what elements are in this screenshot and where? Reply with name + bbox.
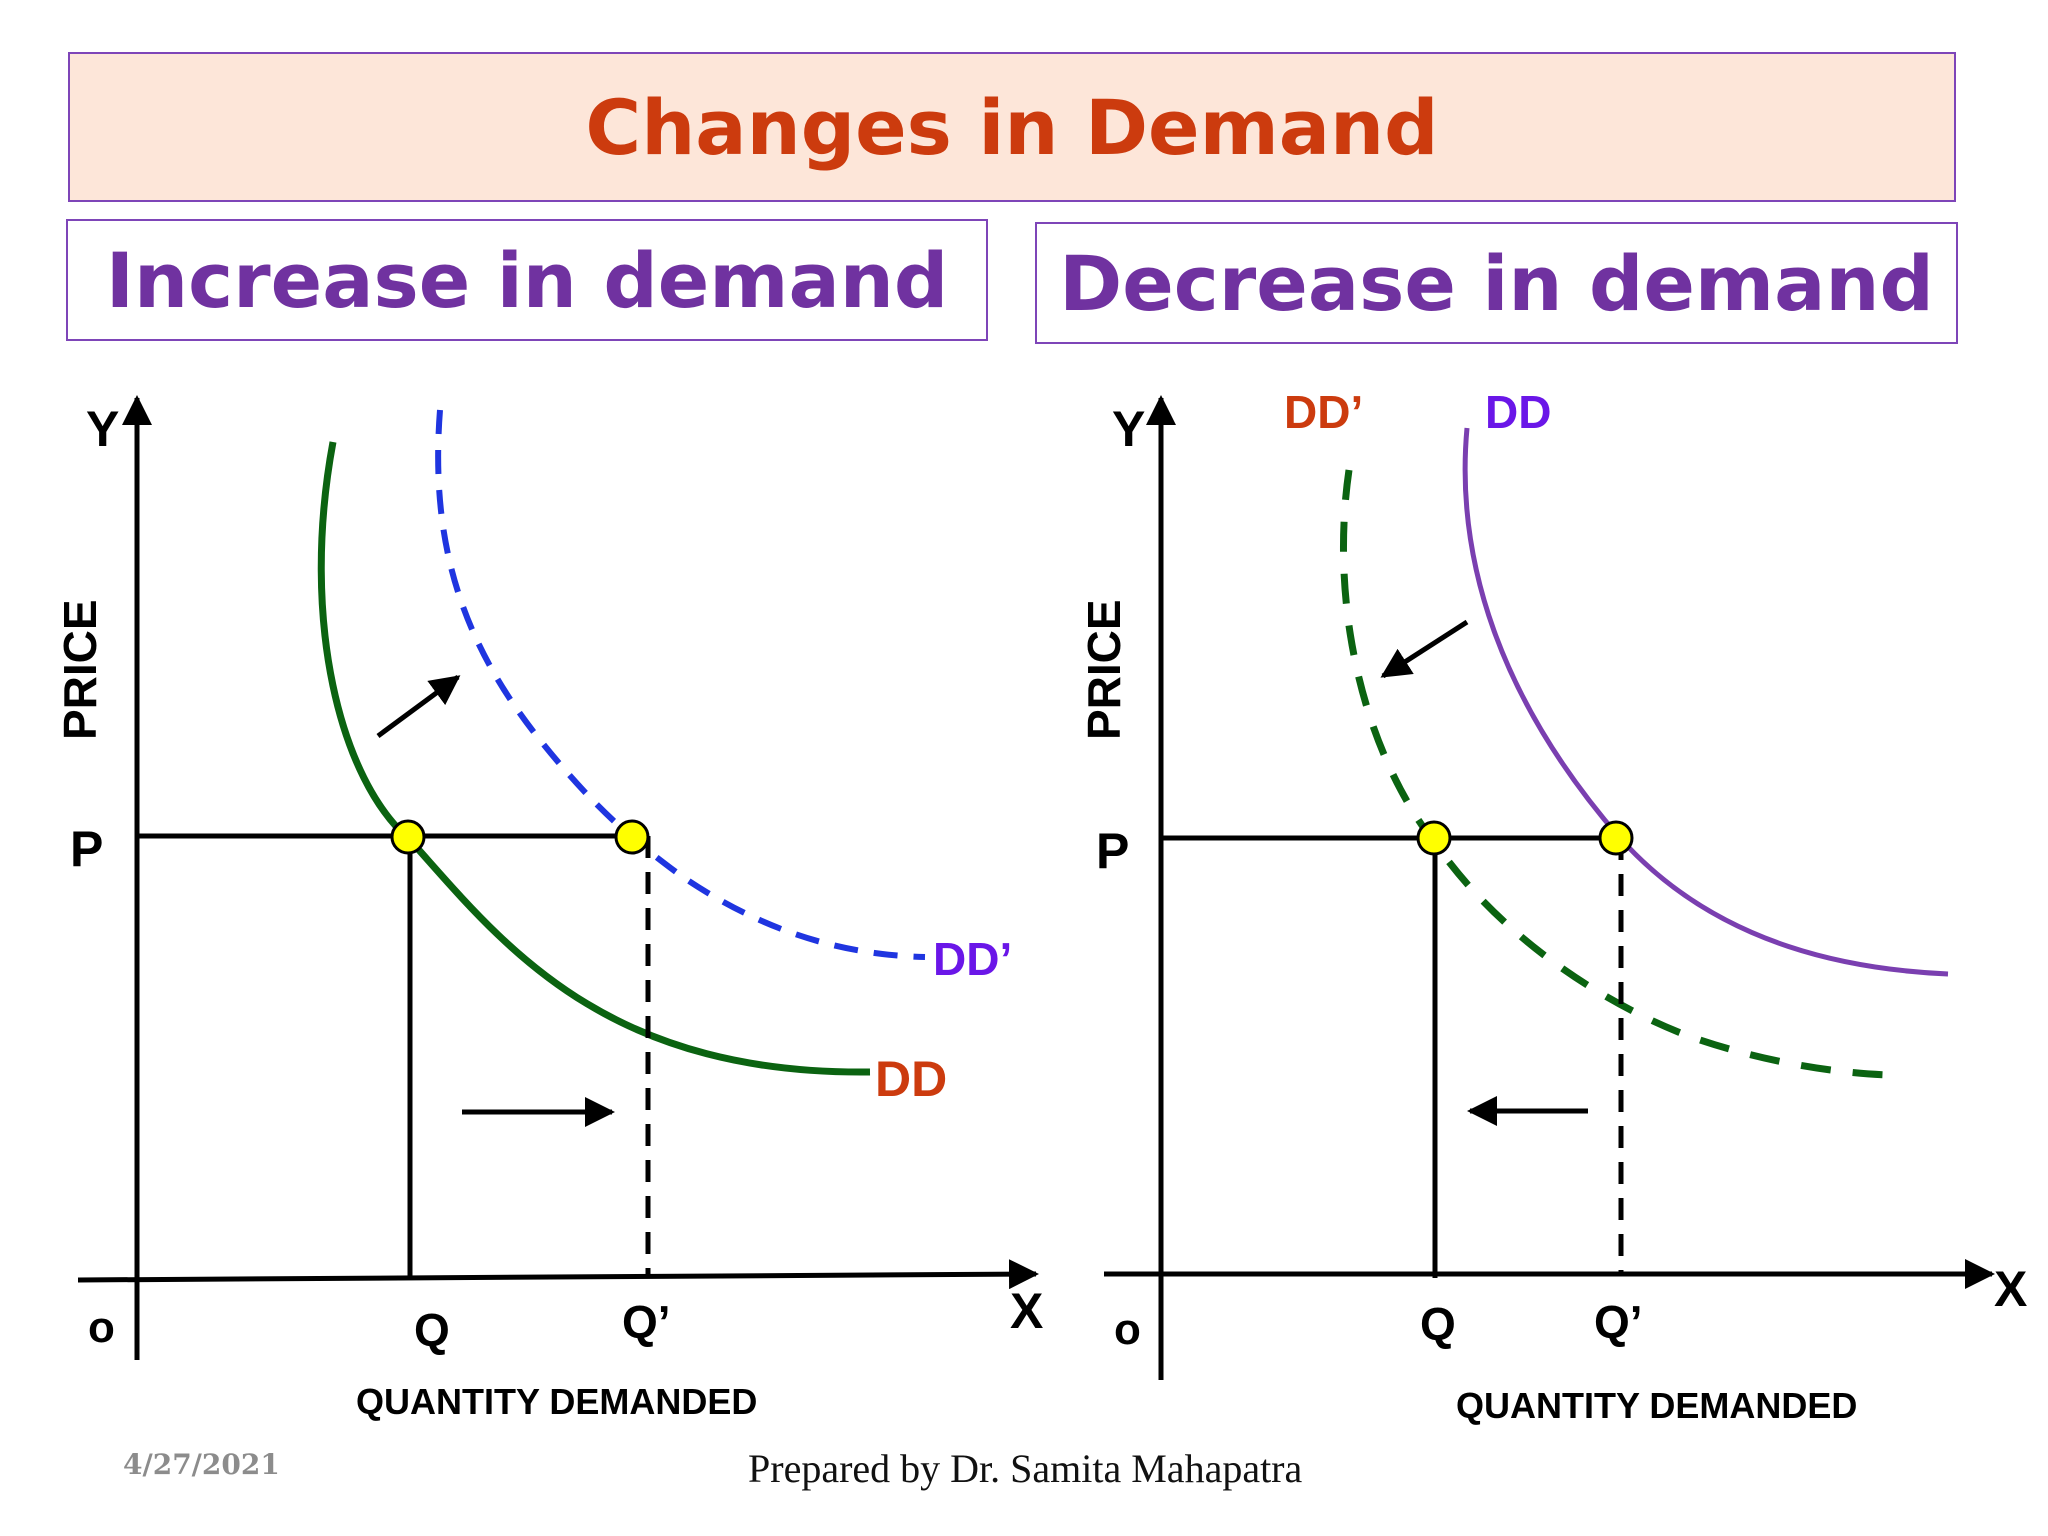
increase-q-prime-label: Q’ <box>622 1296 671 1348</box>
decrease-x-axis-label: QUANTITY DEMANDED <box>1456 1385 1857 1426</box>
title-banner: Changes in Demand <box>68 52 1956 202</box>
increase-point-q <box>390 819 426 855</box>
increase-x-letter: X <box>1010 1283 1043 1339</box>
increase-original-demand-curve <box>317 441 871 1076</box>
increase-dd-prime-label: DD’ <box>933 933 1012 985</box>
decrease-y-letter: Y <box>1112 401 1145 457</box>
decrease-dd-prime-label: DD’ <box>1284 386 1363 438</box>
decrease-q-label: Q <box>1420 1298 1456 1350</box>
decrease-original-demand-curve <box>1462 427 1949 977</box>
decrease-q-prime-label: Q’ <box>1594 1296 1643 1348</box>
decrease-heading-box: Decrease in demand <box>1035 222 1958 344</box>
decrease-new-demand-curve <box>1339 469 1896 1079</box>
increase-x-axis <box>77 1259 1039 1290</box>
footer-credit: Prepared by Dr. Samita Mahapatra <box>748 1446 1303 1491</box>
decrease-point-q <box>1416 820 1452 856</box>
increase-dd-label: DD <box>875 1051 947 1107</box>
decrease-shift-arrow-diagonal <box>1380 619 1469 679</box>
increase-y-letter: Y <box>86 401 119 457</box>
increase-origin-label: o <box>88 1303 115 1352</box>
increase-shift-arrow-diagonal <box>376 674 461 739</box>
increase-heading-box: Increase in demand <box>66 219 988 341</box>
increase-price-axis-label: PRICE <box>54 599 106 740</box>
increase-point-q-prime <box>614 819 650 855</box>
increase-q-label: Q <box>414 1304 450 1356</box>
decrease-point-q-prime <box>1598 820 1634 856</box>
decrease-heading: Decrease in demand <box>1059 238 1934 328</box>
increase-x-axis-label: QUANTITY DEMANDED <box>356 1381 757 1422</box>
footer-date: 4/27/2021 <box>123 1448 280 1481</box>
decrease-panel: Y PRICE P o Q Q’ X QUANTITY DEMANDED DD … <box>1078 386 2027 1426</box>
increase-heading: Increase in demand <box>105 235 949 325</box>
decrease-p-label: P <box>1096 823 1129 879</box>
increase-p-label: P <box>70 821 103 877</box>
decrease-price-axis-label: PRICE <box>1078 599 1130 740</box>
increase-new-demand-curve <box>435 409 926 960</box>
increase-panel: Y PRICE P o Q Q’ X QUANTITY DEMANDED DD … <box>54 395 1043 1422</box>
page-title: Changes in Demand <box>585 82 1439 172</box>
decrease-dd-label: DD <box>1485 386 1551 438</box>
decrease-x-letter: X <box>1994 1261 2027 1317</box>
decrease-origin-label: o <box>1114 1305 1141 1354</box>
